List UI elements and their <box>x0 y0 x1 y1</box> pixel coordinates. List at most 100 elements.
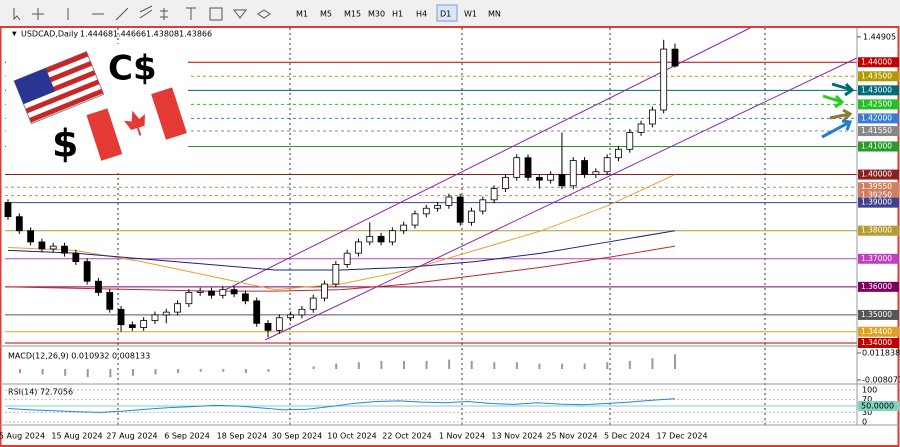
candle-body <box>400 224 408 232</box>
macd-bar <box>402 360 405 370</box>
timeframe-button[interactable]: M15 <box>344 10 361 19</box>
rsi-level-label: 50.0000 <box>861 402 894 411</box>
timeframe-button[interactable]: MN <box>488 10 501 19</box>
level-label: 1.35000 <box>861 310 892 319</box>
level-label-box <box>858 338 899 348</box>
timeframe-button[interactable]: H4 <box>416 10 427 19</box>
macd-bar <box>448 359 451 370</box>
trendline-icon[interactable] <box>115 7 129 21</box>
candle-body <box>502 176 509 189</box>
candle-body <box>95 280 102 293</box>
timeframe-button[interactable]: H1 <box>392 10 403 19</box>
ohlc-low: 1.43808 <box>146 30 179 39</box>
macd-bar <box>290 369 293 370</box>
x-tick-label: 27 Aug 2024 <box>106 432 157 441</box>
arrow-icon[interactable] <box>233 9 247 19</box>
candle-body <box>626 132 634 150</box>
macd-bar <box>222 369 225 372</box>
arrow <box>831 82 855 97</box>
candle-body <box>27 230 35 243</box>
macd-bar <box>380 360 383 370</box>
candle-body <box>275 317 283 331</box>
level-label: 1.39000 <box>861 198 892 207</box>
candle-body <box>581 160 588 175</box>
x-tick-label: 10 Oct 2024 <box>327 432 376 441</box>
candle-body <box>445 196 453 206</box>
candle-body <box>174 303 181 313</box>
timeframe-button[interactable]: M1 <box>296 10 308 19</box>
candle-body <box>615 148 622 159</box>
candle-body <box>83 261 91 282</box>
level-label-box <box>858 225 899 236</box>
macd-bar <box>515 362 518 370</box>
candle-body <box>332 263 340 285</box>
candle-body <box>355 241 362 254</box>
level-label: 1.41550 <box>861 126 892 135</box>
level-label-box <box>858 141 899 152</box>
x-tick-label: 5 Aug 2024 <box>0 432 45 441</box>
candle-body <box>558 174 566 187</box>
x-tick-label: 17 Dec 2024 <box>656 432 707 441</box>
level-label-box <box>858 253 899 264</box>
text-icon[interactable] <box>186 7 196 20</box>
level-label: 1.36000 <box>861 282 892 291</box>
toolbar-icons <box>13 5 271 21</box>
crosshair-icon[interactable] <box>32 8 44 20</box>
candle-body <box>15 216 23 232</box>
macd-title: MACD(12,26,9) 0.010932 0.008133 <box>8 352 150 361</box>
macd-bar <box>41 369 44 375</box>
level-label-box <box>858 126 899 137</box>
stripe <box>25 79 100 114</box>
candle-body <box>513 157 521 178</box>
macd-bar <box>244 369 247 374</box>
macd-bar <box>131 369 134 376</box>
candle-body <box>298 308 306 316</box>
macd-bar <box>674 354 676 370</box>
level-label-box <box>858 113 899 124</box>
candle-body <box>162 311 170 316</box>
level-label: 1.43500 <box>861 71 892 80</box>
fibo-icon[interactable] <box>160 8 168 20</box>
candle-body <box>106 292 114 310</box>
macd-bar <box>651 358 654 370</box>
candle-body <box>535 176 543 181</box>
shapes-icon[interactable] <box>257 9 271 19</box>
frame-border <box>0 26 900 447</box>
candle-body <box>128 324 136 328</box>
x-tick-label: 18 Sep 2024 <box>217 432 268 441</box>
channel-icon[interactable] <box>139 5 153 19</box>
candle-body <box>117 308 125 326</box>
arrow <box>821 119 853 139</box>
timeframe-button[interactable]: D1 <box>440 10 451 19</box>
candle-body <box>219 289 227 296</box>
level-label: 1.38000 <box>861 226 892 235</box>
timeframe-button[interactable]: W1 <box>464 10 477 19</box>
candle-body <box>196 290 204 293</box>
level-label: 1.34000 <box>861 338 892 347</box>
level-label: 1.41000 <box>861 141 892 150</box>
rsi-level-box <box>858 401 899 411</box>
candle-body <box>253 300 261 324</box>
x-tick-label: 22 Oct 2024 <box>382 432 431 441</box>
channel-lower <box>264 57 858 341</box>
timeframe-button[interactable]: M30 <box>368 10 385 19</box>
macd-bar <box>199 369 202 372</box>
candle-body <box>671 48 679 67</box>
macd-bar <box>425 360 428 370</box>
level-label-box <box>858 57 899 68</box>
candle-body <box>208 290 215 296</box>
macd-bar <box>86 369 89 378</box>
cursor-icon[interactable] <box>13 8 21 21</box>
timeframe-active <box>436 4 458 22</box>
symbol-arrow: ▼ <box>12 31 17 38</box>
macd-bar <box>606 362 609 370</box>
label-icon[interactable] <box>209 7 223 21</box>
ohlc-close: 1.43866 <box>179 30 212 39</box>
candle-body <box>72 252 80 262</box>
canton <box>14 68 56 105</box>
macd-tick-label: -0.008077 <box>862 376 900 385</box>
timeframe-button[interactable]: M5 <box>320 10 332 19</box>
candle-body <box>38 241 46 250</box>
